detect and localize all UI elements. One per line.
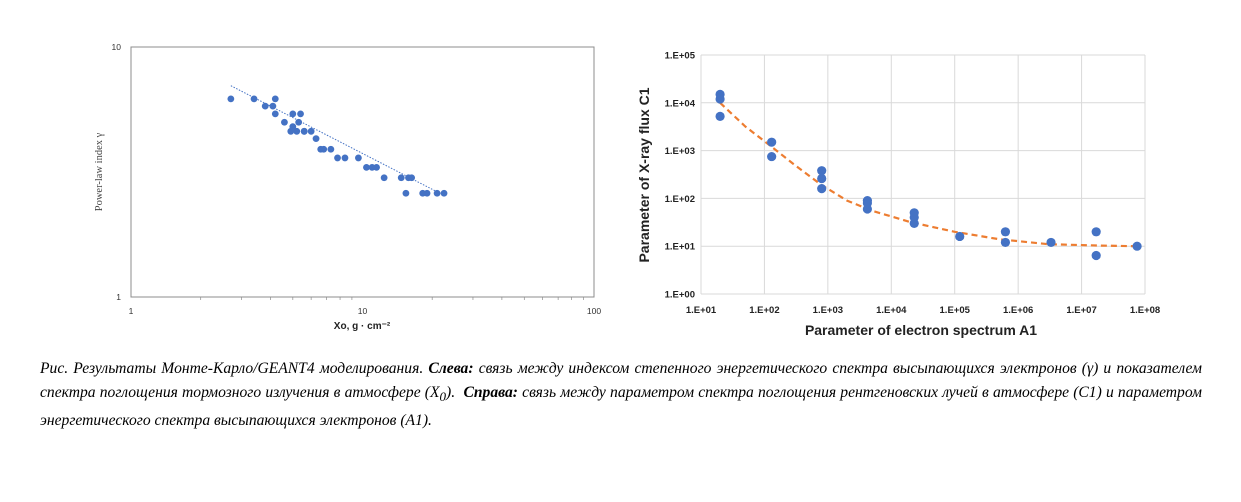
left-chart: 1 10 100 1 10 Xo, g · cm⁻² Power-law index … xyxy=(94,42,601,332)
left-data-point xyxy=(227,95,235,103)
left-data-point xyxy=(408,174,416,182)
right-data-point xyxy=(909,218,919,228)
right-y-tick-label: 1.E+03 xyxy=(665,146,695,157)
left-data-point xyxy=(289,110,297,118)
left-data-point xyxy=(397,174,405,182)
left-data-point xyxy=(297,110,304,118)
right-y-tick-label: 1.E+04 xyxy=(665,98,696,109)
left-data-point xyxy=(271,95,279,103)
right-x-tick-label: 1.E+04 xyxy=(876,305,907,316)
left-data-point xyxy=(363,163,370,171)
right-x-ticks: 1.E+01 1.E+02 1.E+03 1.E+04 1.E+05 1.E+06 1.E+… xyxy=(686,305,1160,316)
right-data-point xyxy=(1000,237,1011,248)
right-y-tick-label: 1.E+02 xyxy=(665,194,695,205)
left-data-point xyxy=(293,127,301,135)
right-x-axis-label: Parameter of electron spectrum A1 xyxy=(805,322,1037,338)
left-data-point xyxy=(300,127,308,135)
left-y-axis-label: Power-law index γ xyxy=(94,132,105,211)
right-points-group xyxy=(715,89,1142,261)
left-data-point xyxy=(269,102,277,110)
right-x-tick-label: 1.E+01 xyxy=(686,305,717,316)
right-data-point xyxy=(715,111,725,121)
right-x-tick-label: 1.E+07 xyxy=(1066,305,1096,316)
left-y-tick-label: 10 xyxy=(112,42,122,52)
right-x-tick-label: 1.E+03 xyxy=(813,305,843,316)
right-fit-curve xyxy=(719,101,1136,248)
left-data-point xyxy=(440,189,448,197)
left-data-point xyxy=(250,95,258,103)
left-x-tick-label: 10 xyxy=(358,306,368,316)
left-data-point xyxy=(271,110,279,118)
caption-lead: Рис. Результаты Монте-Карло/GEANT4 модел… xyxy=(40,360,424,377)
right-x-tick-label: 1.E+06 xyxy=(1003,305,1033,316)
right-x-tick-label: 1.E+02 xyxy=(749,305,779,316)
left-data-point xyxy=(334,154,341,162)
right-data-point xyxy=(1091,250,1101,261)
right-data-point xyxy=(817,166,827,176)
right-y-tick-label: 1.E+00 xyxy=(665,290,695,301)
right-x-tick-label: 1.E+08 xyxy=(1130,305,1160,316)
left-points-group xyxy=(227,95,448,197)
right-y-axis-label: Parameter of X-ray flux C1 xyxy=(636,87,652,262)
left-y-ticks: 1 10 xyxy=(112,42,122,302)
caption-left-text-end: ). xyxy=(446,384,456,401)
left-data-point xyxy=(295,118,303,126)
left-data-point xyxy=(307,127,315,135)
right-data-point xyxy=(767,137,777,147)
left-data-point xyxy=(261,102,269,110)
left-data-point xyxy=(341,154,349,162)
right-chart: 1.E+01 1.E+02 1.E+03 1.E+04 1.E+05 1.E+06 1.E+… xyxy=(636,51,1160,339)
caption-left-subscript: 0 xyxy=(439,389,447,405)
left-data-point xyxy=(380,174,388,182)
right-data-point xyxy=(817,184,827,194)
right-y-tick-label: 1.E+05 xyxy=(665,51,696,62)
left-x-ticks: 1 10 100 xyxy=(129,297,601,316)
left-data-point xyxy=(433,189,441,197)
left-data-point xyxy=(312,135,320,143)
left-data-point xyxy=(423,189,431,197)
figure-caption: Рис. Результаты Монте-Карло/GEANT4 модел… xyxy=(40,357,1202,433)
left-y-tick-label: 1 xyxy=(116,292,121,302)
caption-left-text: связь между индексом степенного энергети… xyxy=(40,360,1202,401)
left-data-point xyxy=(373,163,380,171)
caption-right-text: связь между параметром спектра поглощени… xyxy=(40,384,1202,430)
left-x-tick-label: 1 xyxy=(129,306,134,316)
right-data-point xyxy=(817,173,827,184)
right-data-point xyxy=(1046,237,1056,248)
right-data-point xyxy=(715,94,725,104)
right-gridlines xyxy=(700,54,1146,295)
left-data-point xyxy=(289,123,297,131)
right-data-point xyxy=(862,204,872,214)
right-y-ticks: 1.E+00 1.E+01 1.E+02 1.E+03 1.E+04 1.E+05 xyxy=(665,51,696,301)
left-data-point xyxy=(281,118,288,126)
left-data-point xyxy=(327,145,335,153)
right-data-point xyxy=(1091,227,1101,237)
left-x-tick-label: 100 xyxy=(587,306,601,316)
left-data-point xyxy=(402,189,410,197)
left-data-point xyxy=(354,154,362,162)
caption-right-label: Справа: xyxy=(463,384,518,401)
right-data-point xyxy=(1132,241,1142,251)
left-plot-frame xyxy=(130,46,595,298)
caption-left-label: Слева: xyxy=(428,360,474,377)
right-x-tick-label: 1.E+05 xyxy=(940,305,971,316)
right-data-point xyxy=(767,151,777,162)
right-y-tick-label: 1.E+01 xyxy=(665,242,696,253)
left-data-point xyxy=(320,145,328,153)
right-data-point xyxy=(1000,227,1011,237)
right-fit-curve-group xyxy=(719,101,1136,248)
left-x-axis-label: Xo, g · cm⁻² xyxy=(334,321,391,332)
right-data-point xyxy=(955,231,965,242)
